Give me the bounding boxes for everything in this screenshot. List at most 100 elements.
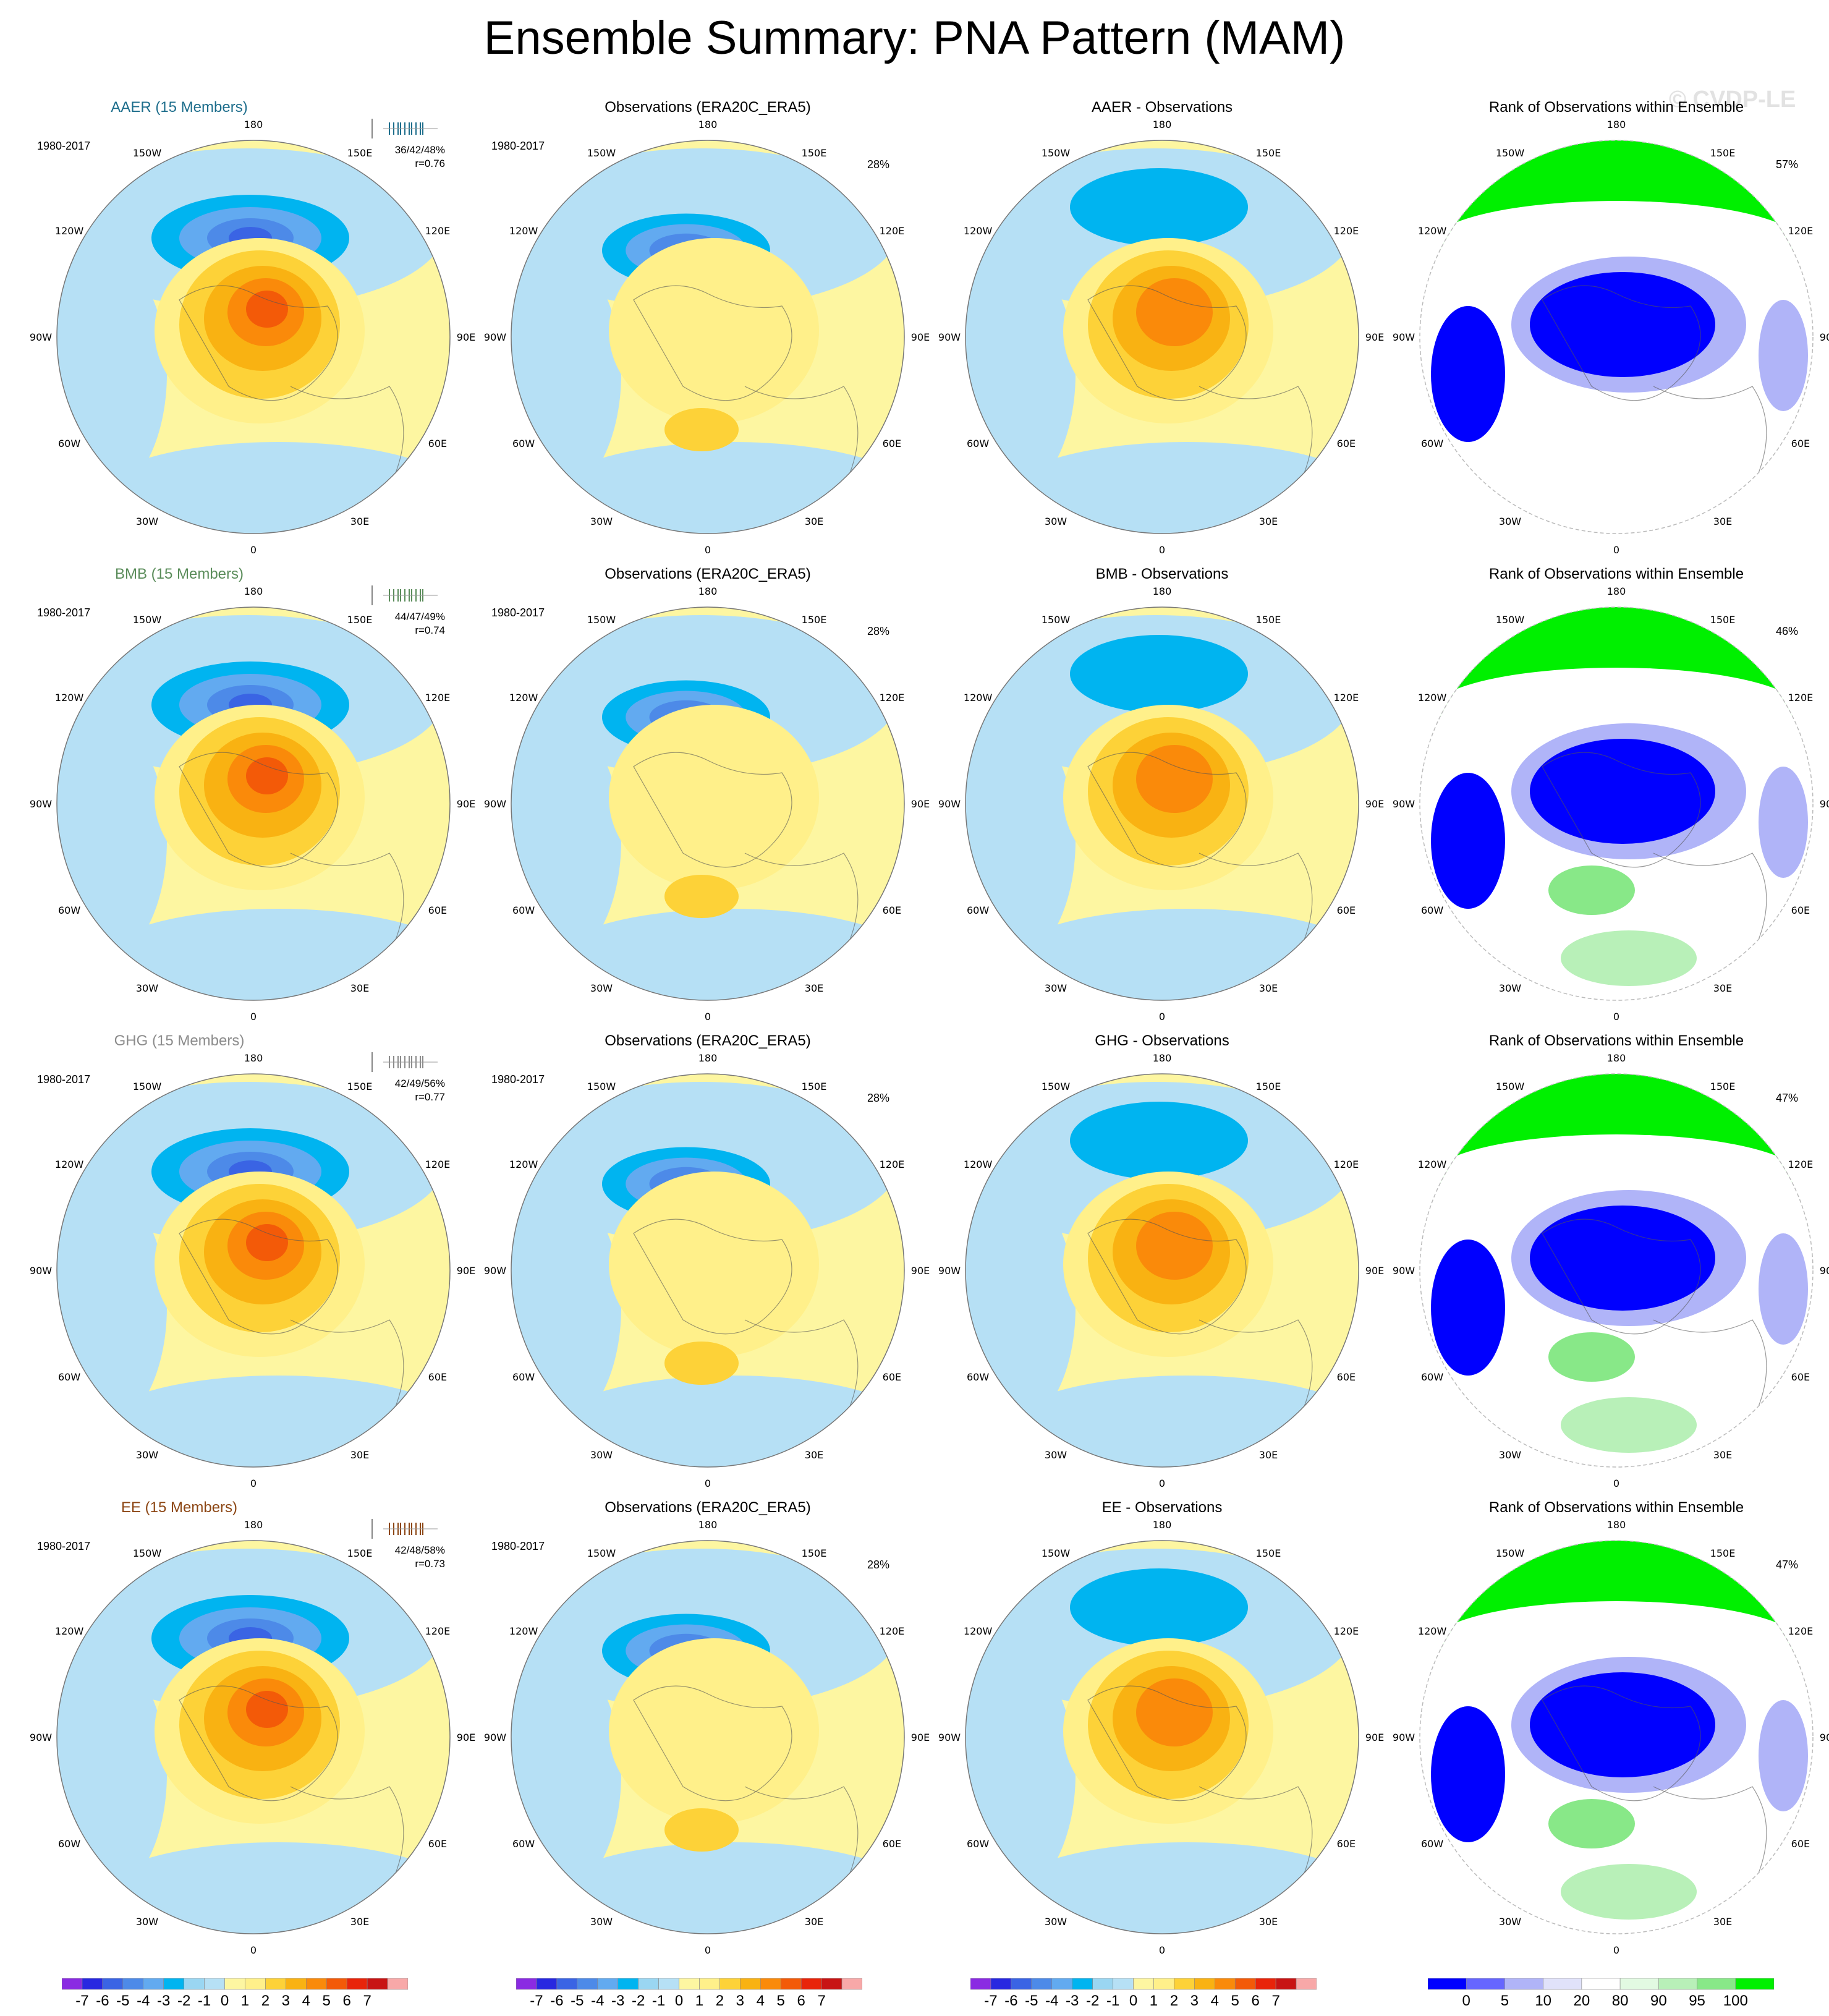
lon-label: 150W: [133, 1547, 162, 1559]
lon-label: 90W: [484, 1732, 506, 1743]
lon-label: 120W: [1418, 1625, 1447, 1637]
colorbar-swatch: [821, 1978, 842, 1990]
lon-label: 120E: [1788, 225, 1814, 237]
variance-range: 42/48/58%: [394, 1544, 445, 1556]
lon-label: 90E: [1365, 798, 1384, 810]
rank-high-patch: [1548, 1332, 1635, 1382]
lon-label: 30W: [1045, 982, 1067, 994]
lon-label: 0: [705, 1478, 711, 1489]
colorbar-swatch: [1031, 1978, 1053, 1990]
lon-label: 30W: [1045, 1449, 1067, 1461]
diff-panel-aaer: 180 150E 120E 90E 60E 30E 0 30W 60W 90W 120W 150W AA…: [933, 99, 1391, 569]
lon-label: 90W: [30, 1265, 52, 1277]
lon-label: 90E: [1365, 1265, 1384, 1277]
colorbar-tick-label: 6: [797, 1993, 805, 2009]
lon-label: 0: [1613, 544, 1619, 556]
colorbar-tick-label: 3: [282, 1993, 290, 2009]
rank-pct: 47%: [1776, 1092, 1799, 1104]
colorbar-tick-label: 1: [1150, 1993, 1158, 2009]
colorbar-swatch: [1113, 1978, 1134, 1990]
lon-label: 30W: [136, 1916, 158, 1928]
positive-contour-south: [664, 1342, 739, 1385]
lon-label: 120W: [964, 1159, 993, 1170]
rank-bmb-map: [1419, 606, 1814, 1001]
colorbar-swatch: [617, 1978, 639, 1990]
period-label: 1980-2017: [37, 140, 91, 152]
coastline: [633, 1219, 792, 1335]
coastline: [1087, 1685, 1247, 1801]
rank-low-region: [1530, 1672, 1715, 1777]
variance-pct: 28%: [867, 158, 890, 171]
colorbar-tick-label: -3: [1066, 1993, 1079, 2009]
colorbar-tick-label: 7: [817, 1993, 825, 2009]
lon-label: 0: [1613, 1011, 1619, 1023]
map-border: [511, 1540, 905, 1934]
rank-panel-aaer: 180 150E 120E 90E 60E 30E 0 30W 60W 90W 120W 150W Ra…: [1388, 99, 1829, 569]
colorbar-swatch: [184, 1978, 205, 1990]
diff-bmb-map: [965, 606, 1359, 1001]
lon-label: 90W: [1393, 331, 1415, 343]
lon-label: 60E: [1337, 1838, 1356, 1850]
lon-label: 60W: [58, 1371, 80, 1383]
positive-contour-3: [1136, 1678, 1213, 1746]
colorbar-tick-label: 4: [757, 1993, 765, 2009]
model-panel-ee: 180 150E 120E 90E 60E 30E 0 30W 60W 90W 120W 150W EE…: [25, 1499, 482, 1969]
lon-label: 60W: [58, 438, 80, 449]
lon-label: 150W: [1042, 147, 1071, 159]
lon-label: 180: [244, 585, 263, 597]
obs-panel-ghg: 180 150E 120E 90E 60E 30E 0 30W 60W 90W 120W 150W Ob…: [479, 1032, 936, 1502]
colorbar-tick-label: -7: [75, 1993, 88, 2009]
lon-label: 30W: [1045, 516, 1067, 527]
coastline: [1653, 1786, 1767, 1874]
model-panel-ghg: 180 150E 120E 90E 60E 30E 0 30W 60W 90W 120W 150W GH…: [25, 1032, 482, 1502]
rank-mid-region: [1431, 1134, 1802, 1221]
lon-label: 60W: [1421, 1838, 1443, 1850]
lon-label: 30E: [350, 516, 369, 527]
colorbar-swatch: [1581, 1978, 1621, 1990]
lon-label: 30E: [1259, 516, 1278, 527]
lon-label: 90E: [457, 1732, 475, 1743]
lon-label: 0: [1159, 544, 1165, 556]
lon-label: 150W: [1042, 1081, 1071, 1092]
positive-contour-south: [664, 408, 739, 451]
lon-label: 120W: [55, 692, 84, 704]
lon-label: 180: [1607, 1052, 1626, 1064]
colorbar-tick-label: 1: [241, 1993, 249, 2009]
colorbar-swatch: [1174, 1978, 1195, 1990]
colorbar-swatch: [326, 1978, 347, 1990]
coastline: [1199, 386, 1313, 474]
period-label: 1980-2017: [491, 140, 545, 152]
colorbar-swatch: [1092, 1978, 1113, 1990]
colorbar-tick-label: 80: [1612, 1993, 1629, 2009]
coastline: [290, 386, 404, 474]
rank-low-region-west: [1431, 306, 1505, 442]
positive-contour-3: [1136, 278, 1213, 346]
obs-panel-ee: 180 150E 120E 90E 60E 30E 0 30W 60W 90W 120W 150W Ob…: [479, 1499, 936, 1969]
lon-label: 60E: [1791, 1838, 1810, 1850]
obs-panel-bmb: 180 150E 120E 90E 60E 30E 0 30W 60W 90W 120W 150W Ob…: [479, 566, 936, 1036]
lon-label: 60E: [883, 438, 901, 449]
lon-label: 120E: [1334, 692, 1359, 704]
map-border: [56, 606, 451, 1001]
lon-label: 120W: [1418, 1159, 1447, 1170]
rank-mid-region: [1431, 668, 1802, 754]
lon-label: 0: [1159, 1478, 1165, 1489]
lon-label: 0: [1613, 1478, 1619, 1489]
map-border: [511, 1073, 905, 1468]
lon-label: 120E: [425, 1625, 451, 1637]
lon-label: 150E: [347, 1547, 373, 1559]
colorbar-swatch: [841, 1978, 863, 1990]
colorbar-tick-label: 10: [1535, 1993, 1551, 2009]
colorbar-swatch: [1072, 1978, 1093, 1990]
model-title: AAER (15 Members): [111, 99, 248, 116]
lon-label: 150E: [347, 614, 373, 626]
colorbar-swatch: [61, 1978, 83, 1990]
rank-colorbar: 0 5 10 20 80 90 95 100: [1427, 1978, 1775, 2015]
obs-panel-aaer: 180 150E 120E 90E 60E 30E 0 30W 60W 90W 120W 150W Ob…: [479, 99, 936, 569]
coastline: [1542, 1219, 1701, 1335]
rank-low-region-west: [1431, 773, 1505, 909]
colorbar-tick-label: 5: [323, 1993, 331, 2009]
colorbar-swatch: [1543, 1978, 1582, 1990]
lon-label: 180: [1607, 1519, 1626, 1531]
lon-label: 90E: [911, 798, 930, 810]
